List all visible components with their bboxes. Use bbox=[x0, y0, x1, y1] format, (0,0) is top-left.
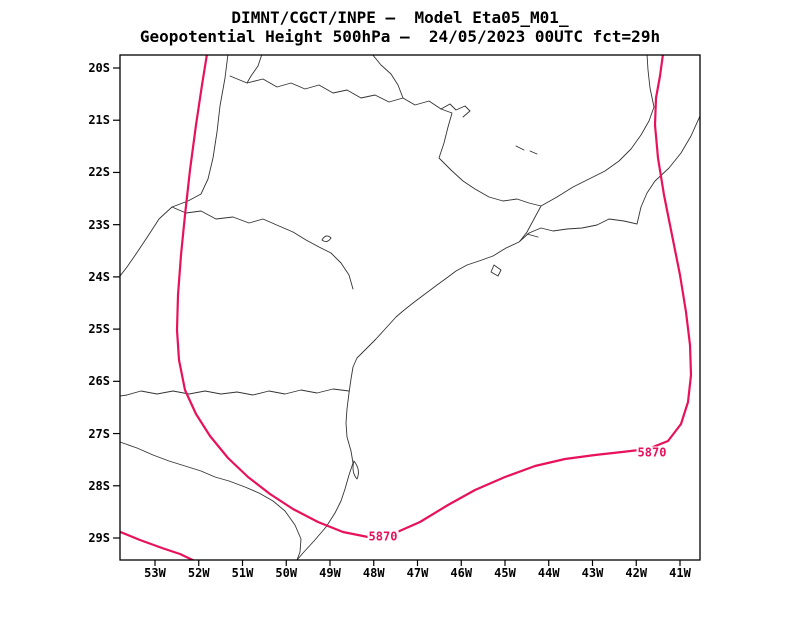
island-shape bbox=[352, 460, 359, 480]
axis-tick-marks bbox=[113, 67, 681, 566]
x-axis-tick-label: 53W bbox=[144, 566, 166, 580]
x-axis-tick-label: 52W bbox=[187, 566, 210, 580]
reservoir-shape bbox=[515, 145, 525, 151]
y-axis-tick-label: 29S bbox=[88, 530, 110, 545]
state-border-path bbox=[120, 55, 229, 277]
y-axis-tick-label: 27S bbox=[88, 426, 110, 441]
y-axis-tick-label: 20S bbox=[88, 61, 110, 75]
state-border-path bbox=[519, 205, 542, 242]
island-shape bbox=[490, 264, 502, 277]
x-axis-tick-label: 45W bbox=[494, 566, 516, 580]
river-path bbox=[372, 55, 404, 99]
reservoir-shape bbox=[440, 103, 471, 118]
x-axis-tick-label: 41W bbox=[669, 566, 691, 580]
state-border-path bbox=[229, 75, 542, 207]
geopotential-contour-path bbox=[175, 55, 693, 539]
contour-layer bbox=[120, 55, 693, 560]
y-axis-tick-label: 25S bbox=[88, 322, 110, 337]
geography-layer bbox=[120, 55, 700, 560]
y-axis-tick-label: 22S bbox=[88, 165, 110, 180]
x-axis-tick-label: 43W bbox=[581, 566, 604, 580]
contour-label-5870: 5870 bbox=[636, 445, 668, 460]
y-axis-tick-label: 26S bbox=[88, 374, 110, 389]
title-line-2: Geopotential Height 500hPa – 24/05/2023 … bbox=[139, 27, 661, 46]
x-axis-tick-label: 51W bbox=[231, 566, 254, 580]
y-axis-tick-label: 23S bbox=[88, 217, 110, 232]
contour-label-5870: 5870 bbox=[367, 529, 399, 544]
chart-title-block: DIMNT/CGCT/INPE – Model Eta05_M01_ Geopo… bbox=[0, 8, 800, 46]
title-line-1: DIMNT/CGCT/INPE – Model Eta05_M01_ bbox=[231, 8, 569, 27]
y-axis-tick-label: 21S bbox=[88, 113, 110, 128]
state-border-path bbox=[120, 388, 350, 397]
x-axis-tick-label: 47W bbox=[406, 566, 429, 580]
x-axis-tick-label: 42W bbox=[625, 566, 648, 580]
state-border-path bbox=[171, 206, 354, 290]
coastline-path bbox=[296, 116, 700, 560]
reservoir-shape bbox=[529, 150, 538, 155]
y-axis-tick-label: 24S bbox=[88, 269, 110, 284]
y-axis-tick-label: 28S bbox=[88, 478, 110, 493]
state-border-path bbox=[120, 441, 302, 560]
reservoir-shape bbox=[321, 235, 332, 243]
x-axis-tick-label: 49W bbox=[319, 566, 341, 580]
island-shape bbox=[526, 233, 539, 238]
x-axis-tick-label: 48W bbox=[362, 566, 385, 580]
x-axis-tick-label: 44W bbox=[537, 566, 560, 580]
river-path bbox=[246, 55, 263, 84]
geopotential-contour-path-secondary bbox=[120, 530, 196, 560]
x-axis-tick-label: 46W bbox=[450, 566, 473, 580]
x-axis-tick-label: 50W bbox=[275, 566, 298, 580]
map-frame bbox=[119, 54, 701, 561]
state-border-path bbox=[540, 55, 655, 207]
